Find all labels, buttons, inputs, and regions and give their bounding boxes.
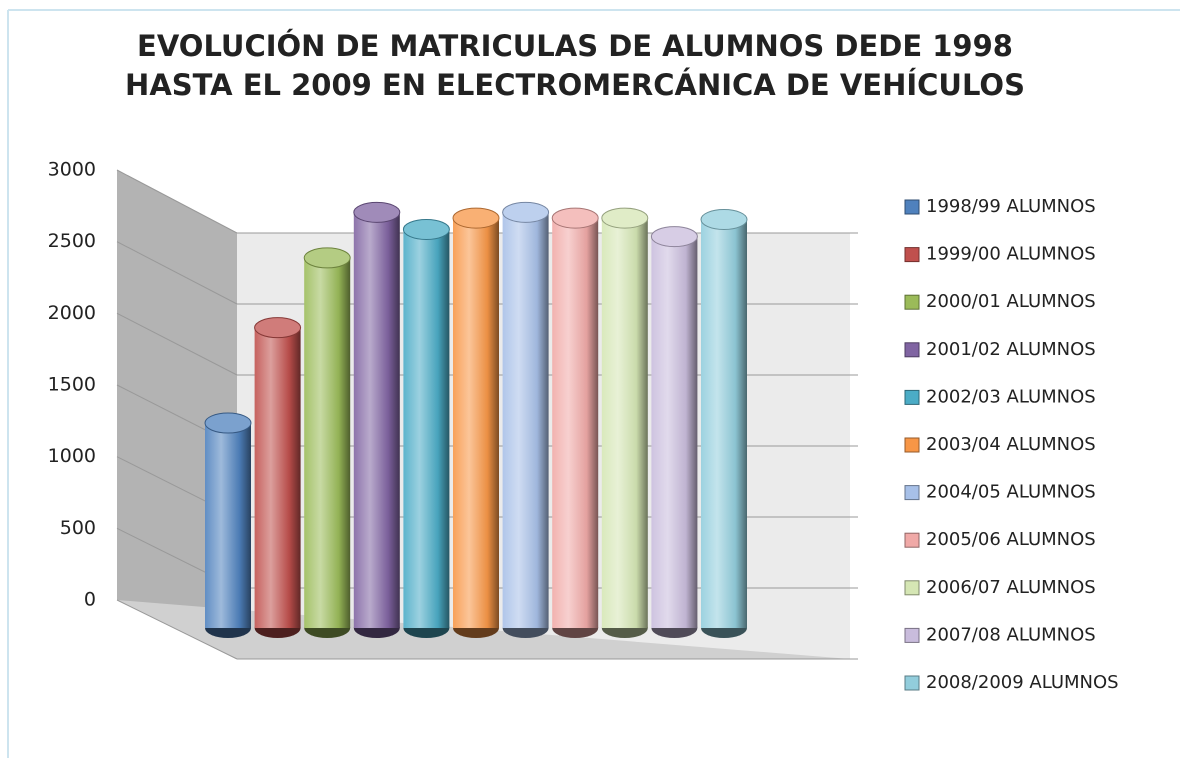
legend-swatch — [904, 532, 920, 548]
bar-top — [303, 247, 351, 269]
bar — [452, 207, 500, 638]
bar-body — [601, 218, 648, 628]
legend-label: 1999/00 ALUMNOS — [926, 244, 1096, 265]
legend-swatch — [904, 675, 920, 691]
bar-top — [650, 226, 698, 248]
legend-label: 2002/03 ALUMNOS — [926, 386, 1096, 407]
legend-swatch — [904, 437, 920, 453]
bar-top — [452, 207, 500, 229]
bar-body — [701, 219, 747, 628]
bar-body — [651, 236, 698, 629]
y-tick-label: 1500 — [48, 374, 96, 396]
legend-label: 2004/05 ALUMNOS — [926, 482, 1096, 503]
bar-body — [453, 218, 499, 628]
legend-swatch — [904, 627, 920, 643]
bar-top — [551, 207, 599, 229]
bar — [402, 218, 450, 638]
bar-top — [700, 209, 748, 231]
bar-body — [353, 212, 400, 629]
legend-swatch — [904, 485, 920, 501]
y-tick-label: 2500 — [48, 230, 96, 252]
chart-title: EVOLUCIÓN DE MATRICULAS DE ALUMNOS DEDE … — [137, 29, 1013, 63]
legend-swatch — [904, 199, 920, 215]
bar — [204, 412, 252, 638]
bar — [502, 201, 550, 638]
bar-body — [205, 423, 251, 628]
grid-line — [116, 599, 238, 660]
grid-line — [116, 241, 238, 305]
bar — [353, 201, 401, 638]
y-tick-label: 3000 — [48, 159, 96, 181]
legend-swatch — [904, 580, 920, 596]
y-tick-label: 500 — [60, 517, 96, 539]
legend-label: 2000/01 ALUMNOS — [926, 291, 1096, 312]
bar-body — [254, 327, 301, 628]
legend-swatch — [904, 294, 920, 310]
legend-label: 2001/02 ALUMNOS — [926, 339, 1096, 360]
legend-label: 2005/06 ALUMNOS — [926, 529, 1096, 550]
y-tick-label: 0 — [84, 589, 96, 611]
bar-top — [502, 201, 550, 223]
y-tick-label: 1000 — [48, 445, 96, 467]
bar — [650, 226, 698, 638]
grid-line — [116, 312, 238, 376]
chart-title: HASTA EL 2009 EN ELECTROMERCÁNICA DE VEH… — [125, 68, 1025, 102]
y-tick-label: 2000 — [48, 302, 96, 324]
legend-label: 2007/08 ALUMNOS — [926, 624, 1096, 645]
bar-top — [254, 317, 302, 339]
bar-top — [353, 201, 401, 223]
grid-line — [116, 169, 238, 234]
bar — [551, 207, 599, 638]
legend-label: 2006/07 ALUMNOS — [926, 577, 1096, 598]
bar — [601, 207, 649, 638]
legend-label: 2008/2009 ALUMNOS — [926, 672, 1119, 693]
bar-body — [552, 218, 599, 628]
bar-body — [304, 257, 351, 628]
bar-body — [502, 212, 549, 629]
legend-label: 2003/04 ALUMNOS — [926, 434, 1096, 455]
legend-swatch — [904, 247, 920, 263]
bar-top — [402, 218, 450, 240]
bar — [700, 209, 748, 638]
legend-swatch — [904, 342, 920, 358]
legend-label: 1998/99 ALUMNOS — [926, 196, 1096, 217]
bar — [254, 317, 302, 638]
bar-top — [601, 207, 649, 229]
bar-top — [204, 412, 252, 434]
bar-body — [403, 229, 450, 628]
bar — [303, 247, 351, 638]
legend-swatch — [904, 389, 920, 405]
